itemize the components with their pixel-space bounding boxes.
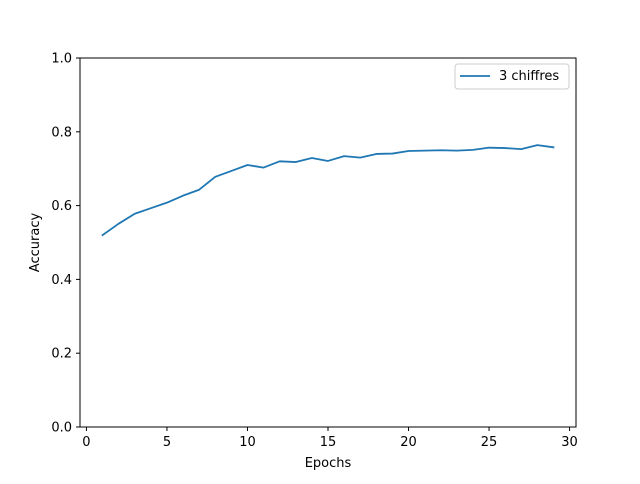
series-layer xyxy=(101,144,555,237)
legend: 3 chiffres xyxy=(454,63,570,90)
y-tick-label: 0.8 xyxy=(51,125,72,140)
x-tick-label: 10 xyxy=(239,435,256,450)
plot-area xyxy=(80,58,576,427)
x-axis-label: Epochs xyxy=(305,456,352,471)
y-axis-label: Accuracy xyxy=(28,213,43,273)
series-line-3-chiffres xyxy=(101,144,555,237)
y-tick-label: 0.4 xyxy=(51,273,72,288)
y-tick-label: 0.2 xyxy=(51,347,72,362)
x-tick-label: 5 xyxy=(163,435,171,450)
axes-layer: 0 5 10 15 20 25 30 0.0 0.2 0.4 0.6 0.8 1.0 xyxy=(51,52,578,451)
y-tick-label: 0.0 xyxy=(51,421,72,436)
x-tick-label: 15 xyxy=(320,435,337,450)
x-tick-label: 20 xyxy=(400,435,417,450)
x-tick-label: 25 xyxy=(481,435,498,450)
y-tick-label: 1.0 xyxy=(51,52,72,67)
x-tick-label: 0 xyxy=(82,435,90,450)
legend-box xyxy=(454,63,570,90)
x-tick-label: 30 xyxy=(561,435,578,450)
legend-series-label: 3 chiffres xyxy=(499,69,559,84)
y-tick-label: 0.6 xyxy=(51,199,72,214)
plot-background xyxy=(80,58,576,427)
